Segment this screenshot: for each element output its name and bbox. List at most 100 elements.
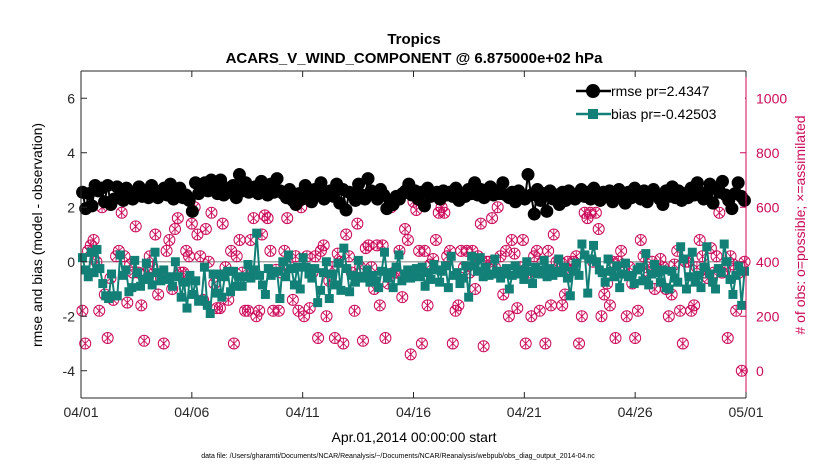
bias-point [528, 279, 538, 289]
obs-count-point [194, 250, 207, 263]
obs-count-point [631, 304, 644, 317]
bias-point [130, 255, 140, 265]
bias-point [571, 258, 581, 268]
obs-assimilated-marker [299, 311, 309, 322]
obs-assimilated-marker [546, 300, 556, 311]
obs-assimilated-marker [541, 338, 550, 349]
bias-point [234, 272, 244, 282]
obs-assimilated-marker [521, 338, 530, 349]
bias-point [589, 240, 599, 250]
rmse-point [182, 193, 196, 207]
bias-point [705, 269, 715, 279]
bias-point [138, 274, 148, 284]
bias-point [368, 270, 378, 280]
rmse-point [85, 199, 99, 213]
bias-point [252, 228, 262, 238]
obs-count-point [620, 310, 633, 323]
bias-point [725, 274, 735, 284]
obs-count-point [340, 228, 353, 241]
bias-point [609, 272, 619, 282]
obs-count-point [320, 310, 333, 323]
bias-point [606, 266, 616, 276]
obs-possible-marker [713, 206, 726, 219]
obs-possible-marker [474, 217, 487, 230]
bias-point [516, 265, 526, 275]
bias-point [374, 283, 384, 293]
obs-count-point [592, 223, 605, 236]
obs-possible-marker [286, 293, 299, 306]
obs-possible-marker [415, 337, 428, 350]
obs-possible-marker [163, 233, 176, 246]
obs-possible-marker [676, 337, 689, 350]
bias-point [397, 276, 407, 286]
obs-possible-marker [721, 332, 734, 345]
obs-count-point [516, 233, 529, 246]
obs-count-point [573, 337, 586, 350]
rmse-point [540, 204, 554, 218]
bias-point [173, 272, 183, 282]
bias-point [298, 253, 308, 263]
bias-point [635, 262, 645, 272]
obs-assimilated-marker [510, 248, 519, 259]
obs-assimilated-marker [342, 229, 351, 240]
obs-possible-marker [337, 337, 350, 350]
obs-count-point [337, 337, 350, 350]
obs-assimilated-marker [423, 300, 432, 311]
bias-point [490, 254, 500, 264]
x-tick-label: 04/01 [63, 404, 98, 420]
bias-point [728, 289, 738, 299]
obs-possible-marker [396, 291, 409, 304]
bias-point [92, 244, 102, 254]
obs-assimilated-marker [476, 218, 485, 229]
obs-count-point [199, 223, 212, 236]
bias-point [417, 262, 427, 272]
bias-series [77, 228, 750, 319]
bias-point [231, 281, 241, 291]
bias-point [467, 251, 477, 261]
obs-possible-marker [312, 332, 325, 345]
bias-point [414, 272, 424, 282]
bias-point [690, 277, 700, 287]
bias-point [539, 255, 549, 265]
bias-point [580, 250, 590, 260]
obs-possible-marker [328, 332, 341, 345]
obs-possible-marker [399, 223, 412, 236]
bias-point [379, 247, 389, 257]
obs-assimilated-marker [159, 338, 168, 349]
obs-count-point [281, 212, 294, 225]
obs-count-point [298, 310, 311, 323]
obs-count-point [247, 212, 260, 225]
bias-point [327, 269, 337, 279]
obs-assimilated-marker [165, 234, 174, 245]
legend-rmse-label: rmse pr=2.4347 [611, 83, 710, 99]
obs-count-point [595, 310, 608, 323]
obs-possible-marker [508, 247, 521, 260]
bias-point [89, 268, 99, 278]
bias-point [655, 277, 665, 287]
x-axis: 04/01 04/06 04/11 04/16 04/21 04/26 05/01 [63, 71, 764, 420]
bias-point [324, 294, 334, 304]
obs-assimilated-marker [403, 234, 413, 245]
obs-possible-marker [589, 206, 602, 219]
obs-possible-marker [298, 310, 311, 323]
obs-possible-marker [477, 340, 490, 353]
obs-possible-marker [152, 288, 165, 301]
obs-possible-marker [191, 228, 204, 241]
bias-point [185, 270, 195, 280]
obs-assimilated-marker [215, 303, 225, 314]
obs-count-point [213, 302, 226, 315]
bias-point [272, 266, 282, 276]
obs-count-point [121, 296, 134, 309]
obs-possible-marker [401, 233, 414, 246]
obs-possible-marker [129, 220, 142, 233]
y-left-tick-label: 0 [67, 254, 75, 270]
bias-point [80, 265, 90, 275]
bias-point [257, 280, 267, 290]
obs-possible-marker [115, 206, 128, 219]
bias-point [362, 265, 372, 275]
bias-point [144, 272, 154, 282]
bias-point [377, 266, 387, 276]
obs-possible-marker [452, 299, 465, 312]
chart-title: Tropics [387, 31, 440, 48]
obs-possible-marker [216, 217, 229, 230]
